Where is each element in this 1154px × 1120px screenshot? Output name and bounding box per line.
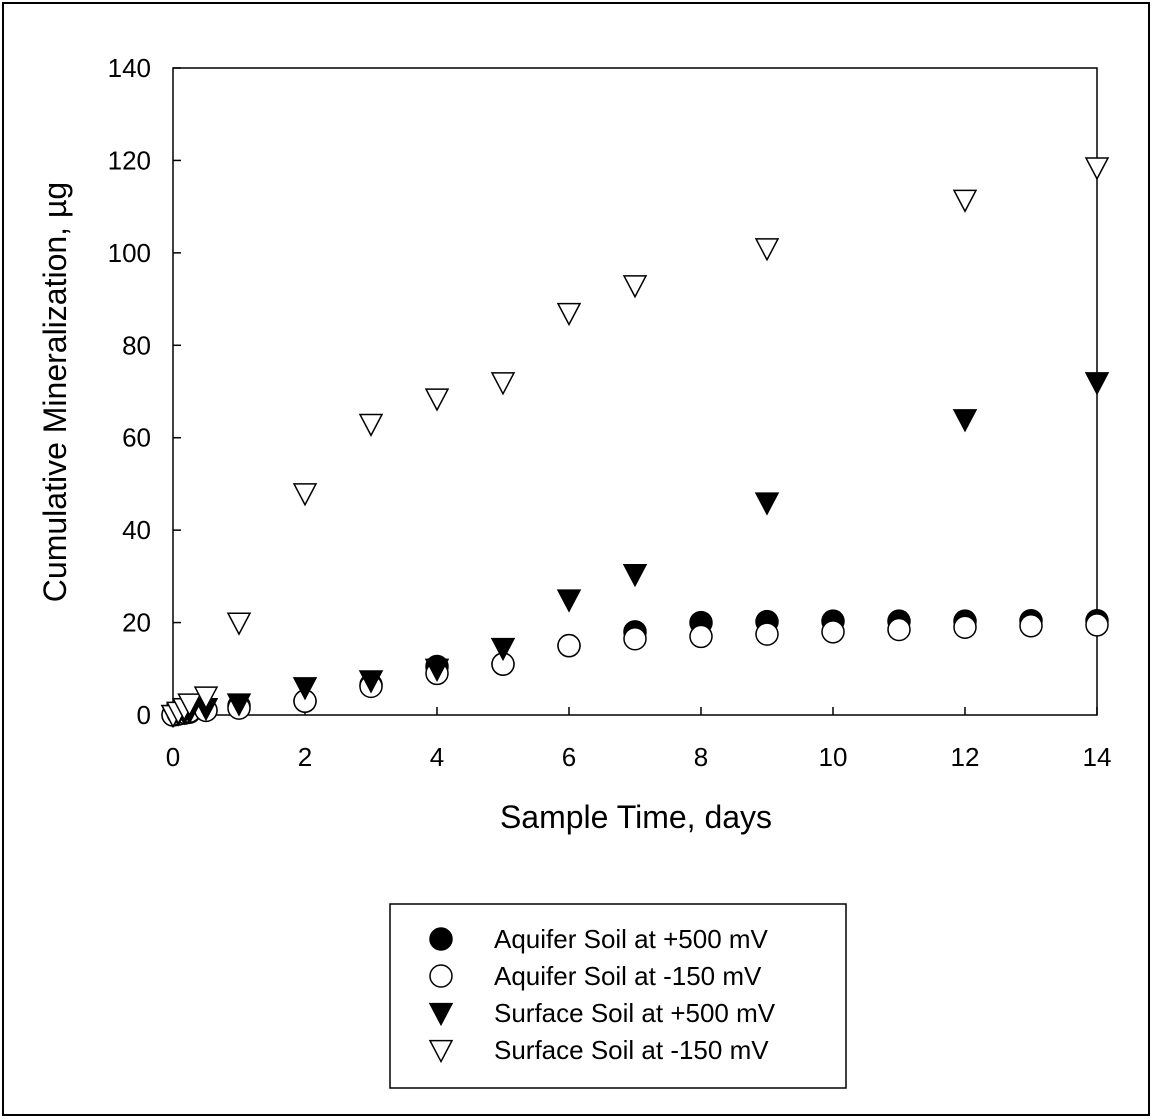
y-tick-label: 0 — [137, 700, 151, 730]
x-tick-label: 14 — [1083, 742, 1112, 772]
x-axis-title: Sample Time, days — [500, 799, 772, 835]
y-tick-label: 120 — [108, 145, 151, 175]
x-tick-label: 0 — [166, 742, 180, 772]
data-point — [755, 622, 779, 646]
data-point — [952, 409, 978, 433]
data-point — [623, 626, 647, 651]
data-point — [490, 637, 516, 662]
legend-marker — [429, 964, 453, 988]
y-tick-label: 140 — [108, 53, 151, 83]
x-tick-label: 10 — [819, 742, 848, 772]
y-tick-label: 80 — [122, 330, 151, 360]
legend-label: Surface Soil at -150 mV — [494, 1035, 769, 1065]
y-tick-label: 60 — [122, 423, 151, 453]
data-point — [424, 658, 450, 682]
y-axis-title: Cumulative Mineralization, µg — [37, 182, 73, 602]
data-point — [1085, 613, 1109, 637]
series-4 — [160, 157, 1110, 729]
legend-box — [389, 903, 847, 1089]
data-point — [1084, 372, 1110, 396]
y-tick-label: 40 — [122, 515, 151, 545]
data-point — [821, 620, 845, 644]
data-point — [556, 589, 582, 613]
legend-label: Surface Soil at +500 mV — [494, 998, 776, 1028]
data-point — [754, 492, 780, 516]
data-point — [490, 372, 516, 396]
x-tick-label: 12 — [951, 742, 980, 772]
legend-marker — [428, 1002, 454, 1027]
data-point — [292, 677, 318, 701]
legend: Aquifer Soil at +500 mV Aquifer Soil at -… — [389, 903, 847, 1089]
legend-marker — [429, 927, 453, 951]
data-point — [556, 302, 582, 327]
data-point — [193, 686, 219, 710]
data-point — [622, 563, 648, 588]
legend-label: Aquifer Soil at -150 mV — [494, 961, 762, 991]
data-point — [953, 615, 977, 639]
y-tick-label: 20 — [122, 608, 151, 638]
legend-marker — [428, 1039, 454, 1064]
data-point — [557, 633, 581, 658]
data-point — [358, 670, 384, 694]
x-tick-label: 8 — [694, 742, 708, 772]
marks-group — [160, 157, 1110, 729]
x-tick-label: 4 — [430, 742, 444, 772]
data-point — [952, 189, 978, 213]
data-point — [689, 624, 713, 649]
legend-label: Aquifer Soil at +500 mV — [494, 924, 769, 954]
data-point — [754, 238, 780, 262]
data-point — [177, 693, 202, 717]
data-point — [358, 413, 384, 438]
x-tick-label: 6 — [562, 742, 576, 772]
data-point — [292, 483, 318, 507]
data-point — [887, 617, 911, 642]
x-tick-label: 2 — [298, 742, 312, 772]
data-point — [1084, 157, 1110, 181]
data-point — [226, 612, 252, 636]
series-3 — [160, 372, 1110, 729]
legend-items: Aquifer Soil at +500 mV Aquifer Soil at -… — [428, 924, 776, 1065]
y-tick-label: 100 — [108, 238, 151, 268]
data-point — [622, 275, 648, 299]
data-point — [1019, 614, 1043, 638]
data-point — [424, 388, 450, 412]
series-2 — [161, 613, 1109, 727]
data-point — [226, 693, 252, 717]
